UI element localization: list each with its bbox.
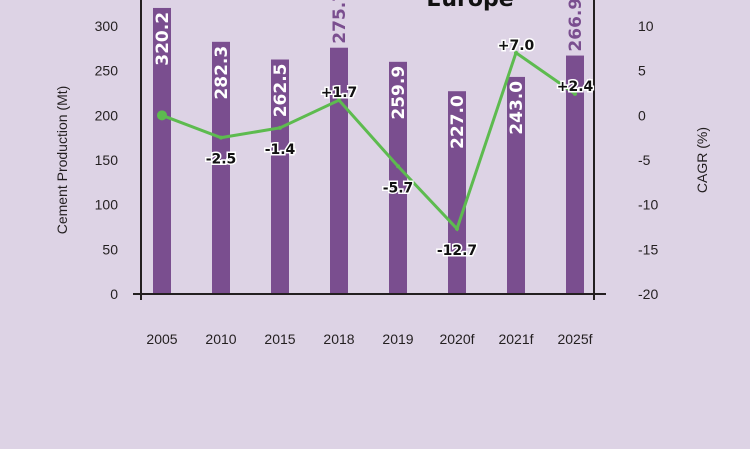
bar-value-label: 266.9 — [566, 0, 586, 52]
bar-2005 — [153, 7, 171, 294]
bar-2019 — [389, 61, 407, 295]
chart-title: Europe — [426, 0, 513, 12]
x-tick-label: 2010 — [205, 331, 236, 347]
cagr-label: -2.5 — [206, 152, 237, 168]
cagr-point — [219, 135, 223, 140]
x-tick-label: 2018 — [323, 331, 354, 347]
x-tick-label: 2019 — [382, 331, 413, 347]
y-tick-label-left: 100 — [95, 197, 119, 213]
y-tick-label-left: 150 — [95, 152, 119, 168]
y-tick-label-right: -5 — [638, 152, 651, 168]
cagr-point — [514, 50, 518, 55]
cagr-label: +2.4 — [557, 79, 594, 95]
cagr-point — [573, 91, 577, 96]
bar-value-label: 320.2 — [153, 12, 173, 66]
x-tick-label: 2015 — [264, 331, 295, 347]
bar-2021f — [507, 76, 525, 294]
bar-2020f — [448, 91, 466, 294]
bar-2018 — [330, 47, 348, 294]
bar-value-label: 282.3 — [212, 46, 232, 100]
x-tick-label: 2021f — [498, 331, 533, 347]
cagr-label: -12.7 — [437, 243, 477, 259]
y-tick-label-left: 0 — [110, 286, 118, 302]
y-tick-label-left: 250 — [95, 63, 119, 79]
bar-value-label: 262.5 — [271, 64, 291, 118]
bar-value-label: 227.0 — [448, 95, 468, 149]
x-tick-label: 2025f — [557, 331, 592, 347]
bar-value-label: 275.7 — [330, 0, 350, 44]
y-tick-label-right: 10 — [638, 18, 654, 34]
y-tick-label-right: 5 — [638, 63, 646, 79]
cagr-label: +1.7 — [321, 85, 358, 101]
cagr-label: -1.4 — [265, 142, 296, 158]
cagr-label: +7.0 — [498, 38, 535, 54]
bar-2010 — [212, 41, 230, 295]
cagr-point — [157, 110, 167, 121]
cagr-line — [161, 50, 576, 232]
y-tick-label-left: 200 — [95, 107, 119, 123]
cagr-label: -5.7 — [383, 180, 414, 196]
bar-value-label: 259.9 — [389, 66, 409, 120]
y-tick-label-right: 0 — [638, 107, 646, 123]
x-tick-label: 2005 — [146, 331, 177, 347]
bar-2025f — [566, 55, 584, 294]
cagr-point — [396, 164, 400, 169]
bar-2015 — [271, 59, 289, 294]
x-tick-label: 2020f — [439, 331, 474, 347]
y-axis-label-left: Cement Production (Mt) — [54, 86, 70, 235]
y-tick-label-left: 300 — [95, 18, 119, 34]
y-tick-label-left: 50 — [102, 241, 118, 257]
y-axis-label-right: CAGR (%) — [694, 127, 710, 193]
y-tick-label-right: -10 — [638, 197, 658, 213]
cagr-point — [337, 98, 341, 103]
bar-value-label: 243.0 — [507, 81, 527, 135]
cagr-point — [278, 125, 282, 130]
cagr-point — [455, 226, 459, 231]
y-tick-label-right: -20 — [638, 286, 658, 302]
y-tick-label-right: -15 — [638, 241, 658, 257]
